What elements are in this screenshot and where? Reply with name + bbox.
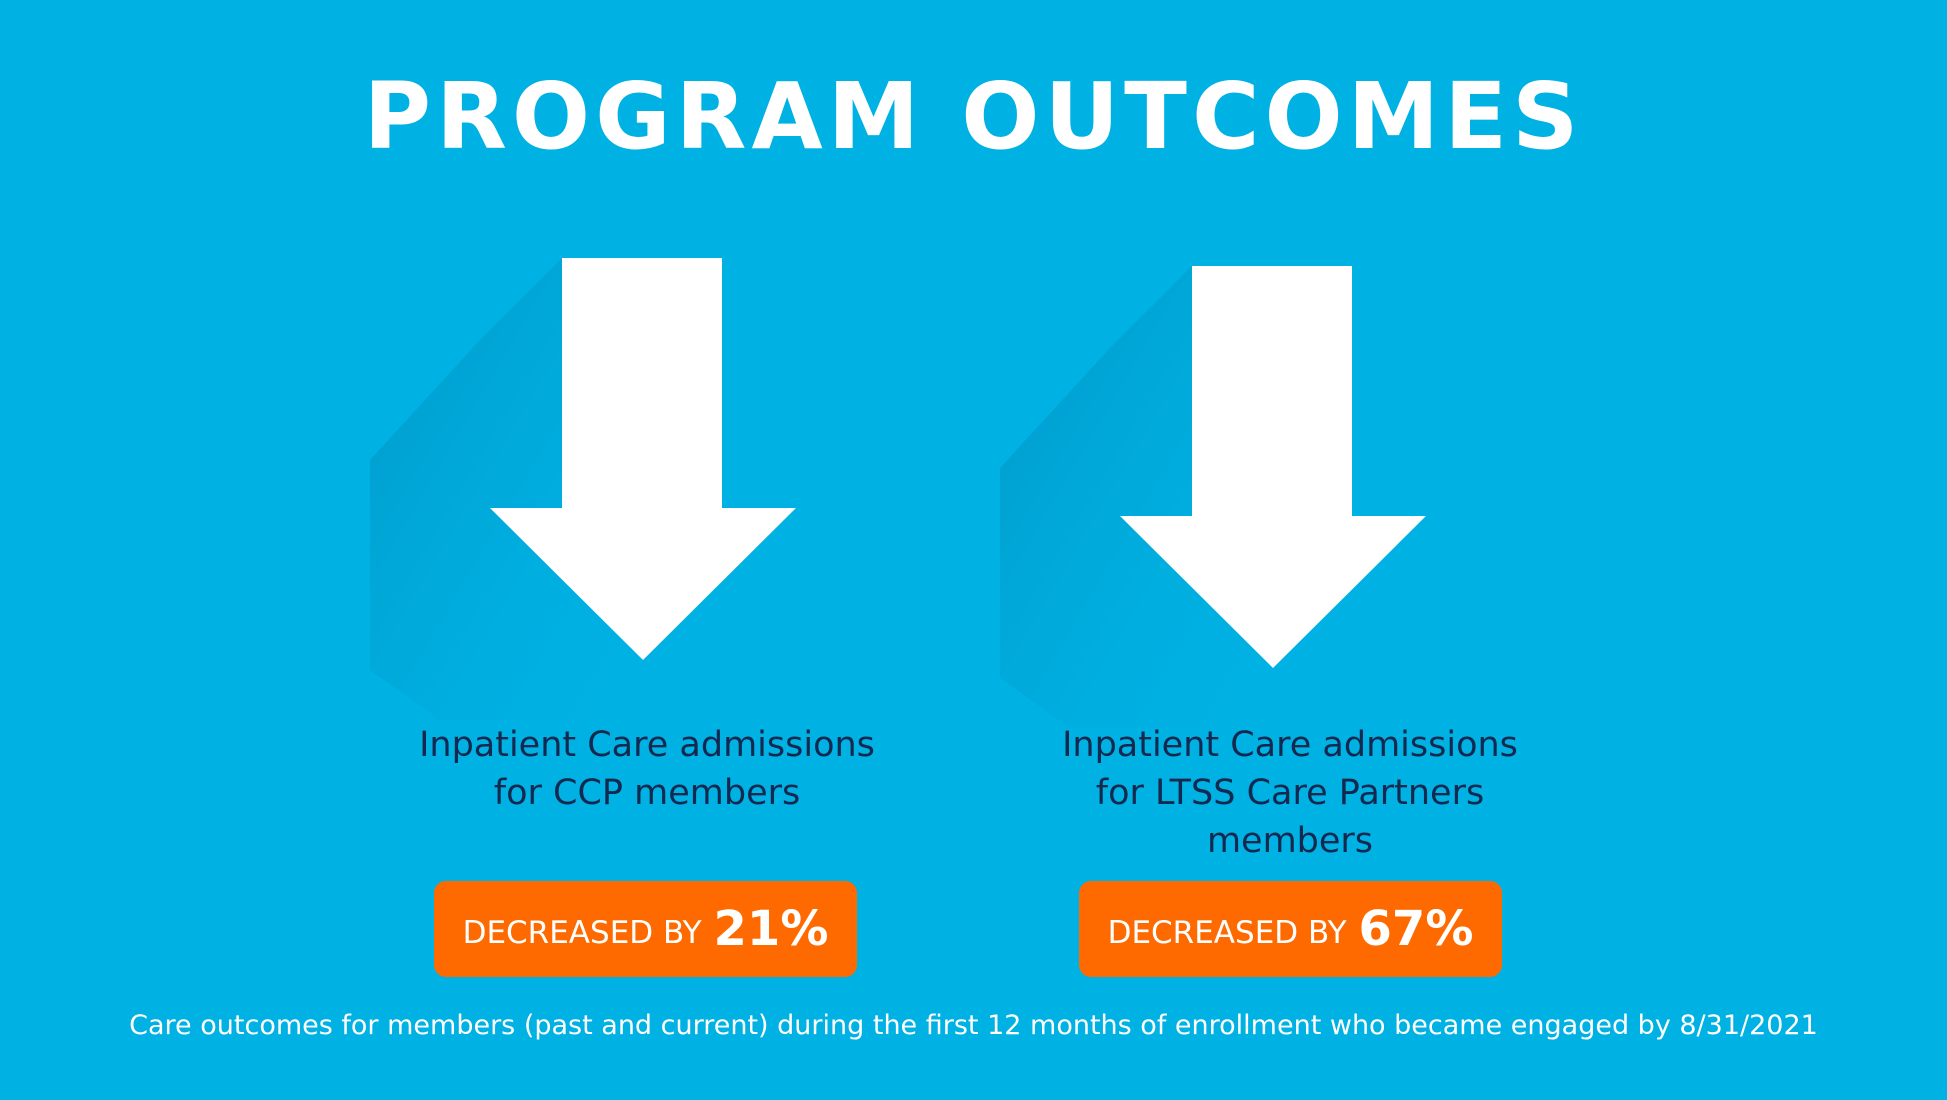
down-arrow-icon: [370, 258, 796, 720]
page-title: PROGRAM OUTCOMES: [363, 63, 1584, 170]
outcome-description: Inpatient Care admissions for LTSS Care …: [1062, 725, 1518, 861]
badge-value: 67%: [1358, 901, 1474, 957]
badge-label: DECREASED BY: [462, 915, 702, 951]
arrow-body: [1120, 266, 1426, 668]
decrease-badge: DECREASED BY 21%: [434, 881, 857, 977]
badge-label: DECREASED BY: [1107, 915, 1347, 951]
decrease-badge: DECREASED BY 67%: [1079, 881, 1502, 977]
down-arrow-icon: [1000, 266, 1426, 728]
arrow-body: [490, 258, 796, 660]
badge-value: 21%: [713, 901, 829, 957]
footnote: Care outcomes for members (past and curr…: [129, 1010, 1818, 1041]
outcome-description: Inpatient Care admissions for CCP member…: [419, 725, 875, 813]
